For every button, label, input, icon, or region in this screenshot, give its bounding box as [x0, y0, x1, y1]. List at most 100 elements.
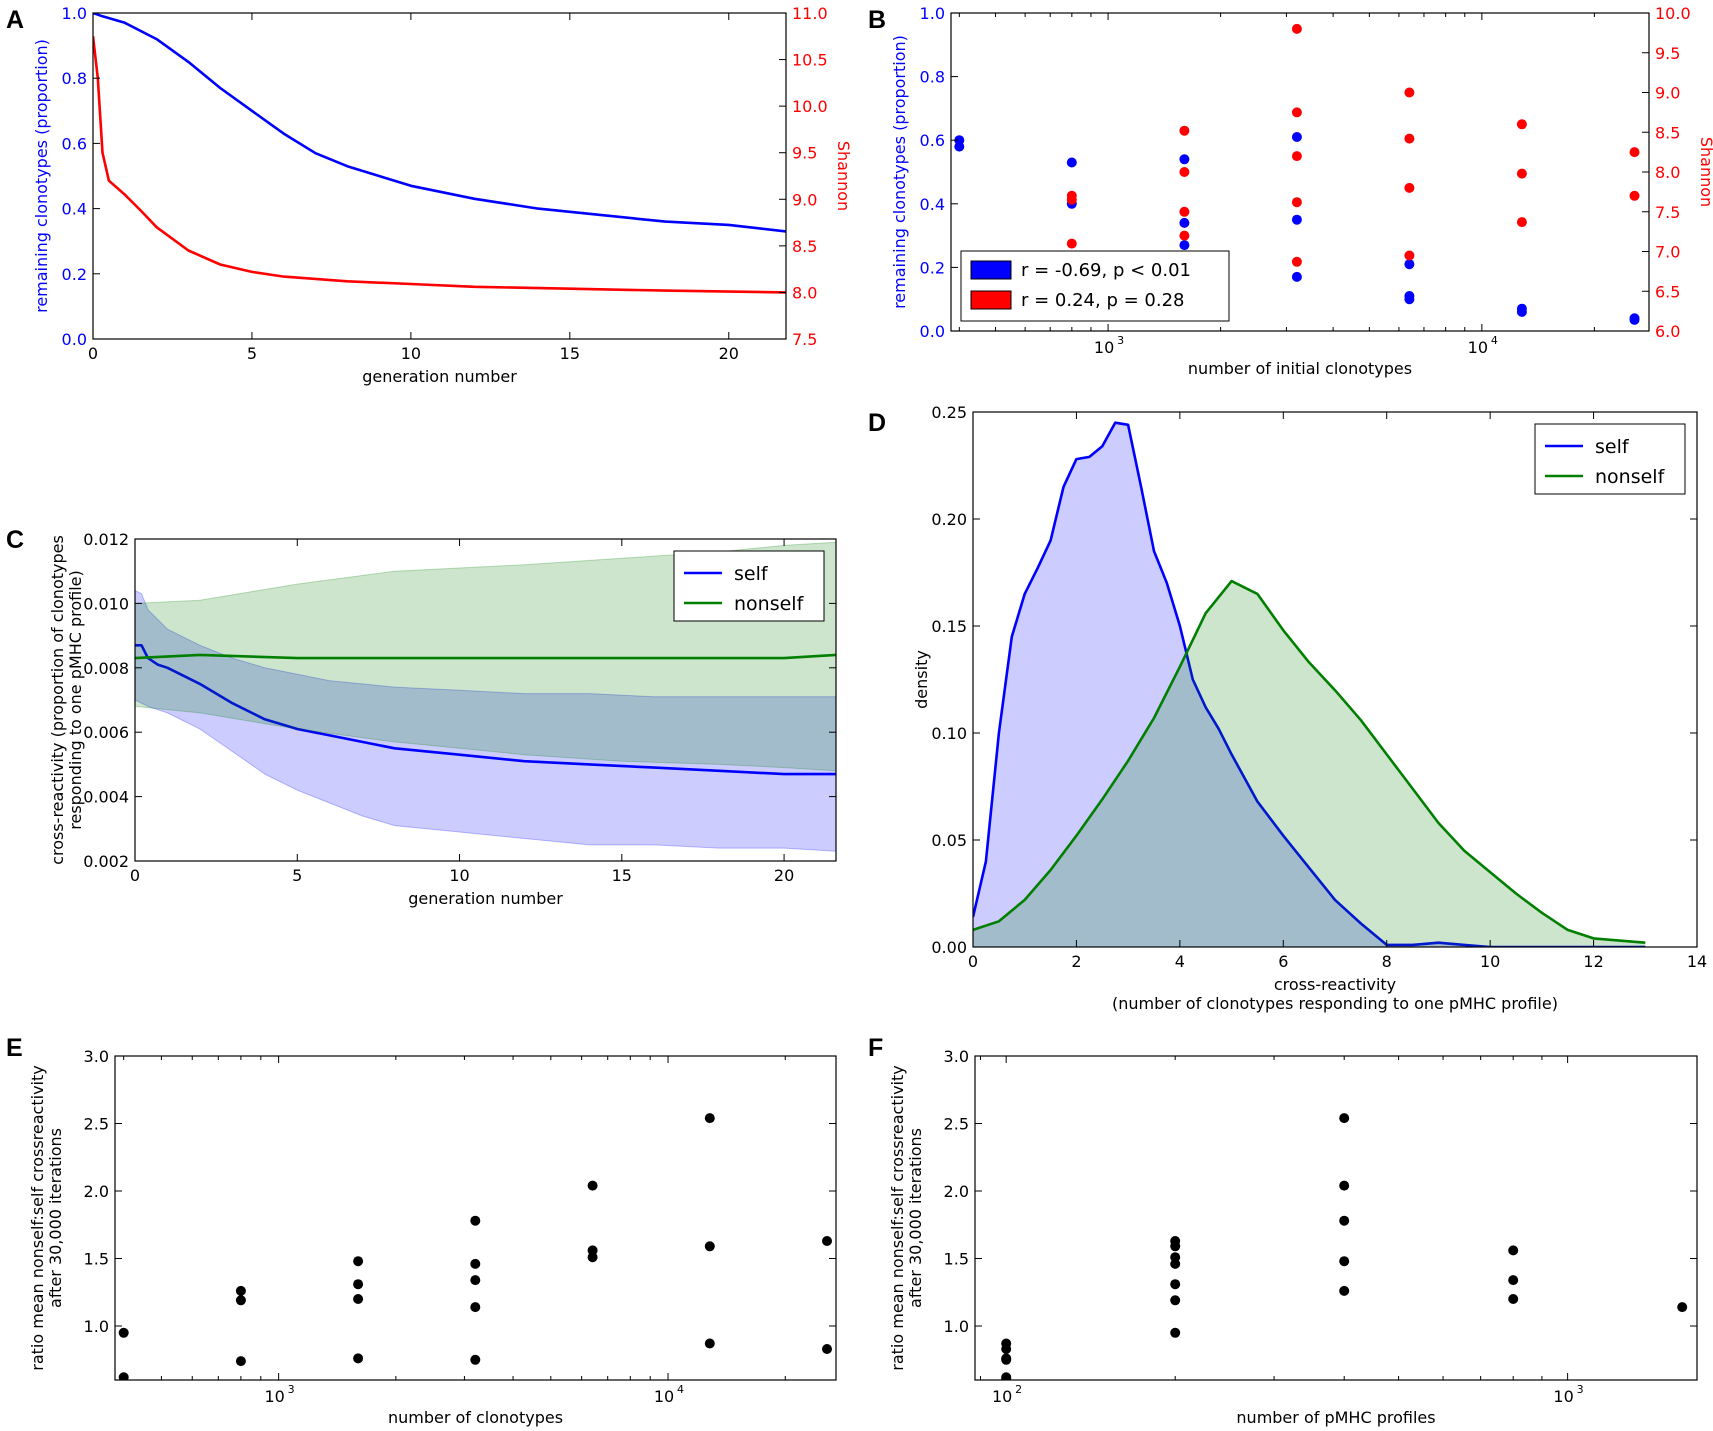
panel-label-a: A — [6, 6, 24, 34]
y-tick-label: 1.0 — [920, 4, 945, 23]
data-point — [1404, 182, 1415, 193]
y-tick-label: 0.0 — [920, 322, 945, 341]
data-point — [1339, 1180, 1350, 1191]
panel-label-e: E — [6, 1034, 23, 1062]
data-point — [1179, 206, 1190, 217]
legend-label: r = 0.24, p = 0.28 — [1021, 290, 1184, 311]
y-tick-label: 3.0 — [84, 1047, 109, 1066]
panel-label-f: F — [868, 1034, 883, 1062]
data-point — [1179, 230, 1190, 241]
y-tick-label: 0.15 — [931, 617, 967, 636]
y-tick-label: 0.4 — [62, 200, 87, 219]
x-axis-label: number of pMHC profiles — [1236, 1408, 1435, 1427]
series-nonself-line — [973, 579, 1646, 944]
x-tick-label: 10 — [992, 1387, 1012, 1406]
axes-frame — [974, 1055, 1698, 1381]
y-tick-label: 0.006 — [83, 723, 129, 742]
y-right-axis-label: Shannon — [1697, 137, 1713, 207]
y-tick-label: 3.0 — [944, 1047, 969, 1066]
y-right-tick-label: 8.0 — [792, 283, 817, 302]
y-axis-label: remaining clonotypes (proportion) — [32, 39, 51, 313]
data-point — [353, 1294, 364, 1304]
x-tick-label: 10 — [449, 866, 469, 885]
data-point — [1677, 1302, 1688, 1313]
series-self-area — [973, 422, 1646, 947]
y-tick-label: 0.25 — [931, 403, 967, 422]
x-tick-label: 0 — [968, 952, 978, 971]
x-tick-label: 20 — [719, 344, 739, 363]
data-point — [1001, 1344, 1012, 1354]
data-point — [235, 1285, 246, 1296]
y-tick-label: 2.0 — [84, 1182, 109, 1201]
data-point — [1066, 194, 1077, 205]
x-axis-label: number of clonotypes — [388, 1408, 563, 1427]
data-point — [1404, 87, 1415, 98]
data-point — [1170, 1327, 1181, 1338]
y-tick-label: 1.0 — [62, 4, 87, 23]
x-tick-label: 14 — [1687, 952, 1707, 971]
x-tick-label: 4 — [1175, 952, 1185, 971]
data-point — [1404, 259, 1415, 270]
series-nonself-band — [135, 541, 836, 772]
y-right-tick-label: 8.5 — [1655, 123, 1680, 142]
y-right-tick-label: 7.0 — [1655, 243, 1680, 262]
data-point — [1170, 1258, 1181, 1269]
panel-label-b: B — [868, 6, 886, 34]
x-tick-label: 15 — [560, 344, 580, 363]
y-tick-label: 1.5 — [84, 1250, 109, 1269]
data-point — [1291, 214, 1302, 225]
y-right-tick-label: 9.0 — [1655, 84, 1680, 103]
y-axis-label: remaining clonotypes (proportion) — [890, 35, 909, 309]
data-point — [1629, 190, 1640, 201]
x-tick-exponent: 3 — [1117, 334, 1124, 347]
series-nonself-area — [973, 581, 1646, 947]
series-self-band — [135, 589, 836, 852]
y-tick-label: 0.002 — [83, 852, 129, 871]
y-right-tick-label: 9.5 — [1655, 44, 1680, 63]
x-tick-label: 10 — [1480, 952, 1500, 971]
data-point — [1179, 167, 1190, 177]
data-point — [1179, 154, 1190, 165]
x-axis-label: generation number — [362, 367, 517, 386]
data-point — [1516, 217, 1527, 228]
data-point — [235, 1295, 246, 1306]
axes-frame — [92, 12, 787, 340]
data-point — [1508, 1294, 1519, 1304]
data-point — [470, 1215, 481, 1226]
x-tick-label: 12 — [1583, 952, 1603, 971]
series-nonself-line — [135, 653, 836, 660]
data-point — [1516, 306, 1527, 317]
data-point — [1066, 238, 1077, 249]
y-right-tick-label: 6.0 — [1655, 322, 1680, 341]
series-self-line — [135, 643, 836, 776]
legend-box — [1534, 423, 1686, 495]
legend-label: nonself — [1595, 466, 1666, 488]
series-self-line — [973, 421, 1646, 947]
data-point — [1179, 125, 1190, 136]
data-point — [822, 1344, 832, 1354]
y-tick-label: 0.004 — [83, 788, 129, 807]
x-tick-label: 0 — [130, 866, 140, 885]
legend: self nonself — [673, 550, 825, 622]
data-point — [118, 1327, 129, 1338]
x-tick-exponent: 3 — [1577, 1383, 1584, 1396]
axes-frame — [972, 411, 1698, 948]
x-tick-label: 10 — [1468, 338, 1488, 357]
data-point — [1516, 119, 1527, 130]
x-tick-label: 0 — [88, 344, 98, 363]
series-layer — [93, 13, 786, 294]
data-point — [704, 1113, 715, 1124]
data-point — [235, 1356, 246, 1367]
y-tick-label: 1.5 — [944, 1250, 969, 1269]
y-right-tick-label: 7.5 — [792, 330, 817, 349]
legend-swatch — [970, 290, 1012, 310]
chart-b-initial-clonotypes: 10 3 10 40.00.20.40.60.81.06.06.57.07.58.08… — [890, 4, 1713, 378]
data-point — [1170, 1279, 1181, 1290]
x-axis-label-line2: (number of clonotypes responding to one … — [1112, 994, 1558, 1013]
y-tick-label: 2.5 — [84, 1115, 109, 1134]
x-tick-label: 10 — [1553, 1387, 1573, 1406]
series-layer — [973, 421, 1646, 947]
y-tick-label: 0.10 — [931, 724, 967, 743]
